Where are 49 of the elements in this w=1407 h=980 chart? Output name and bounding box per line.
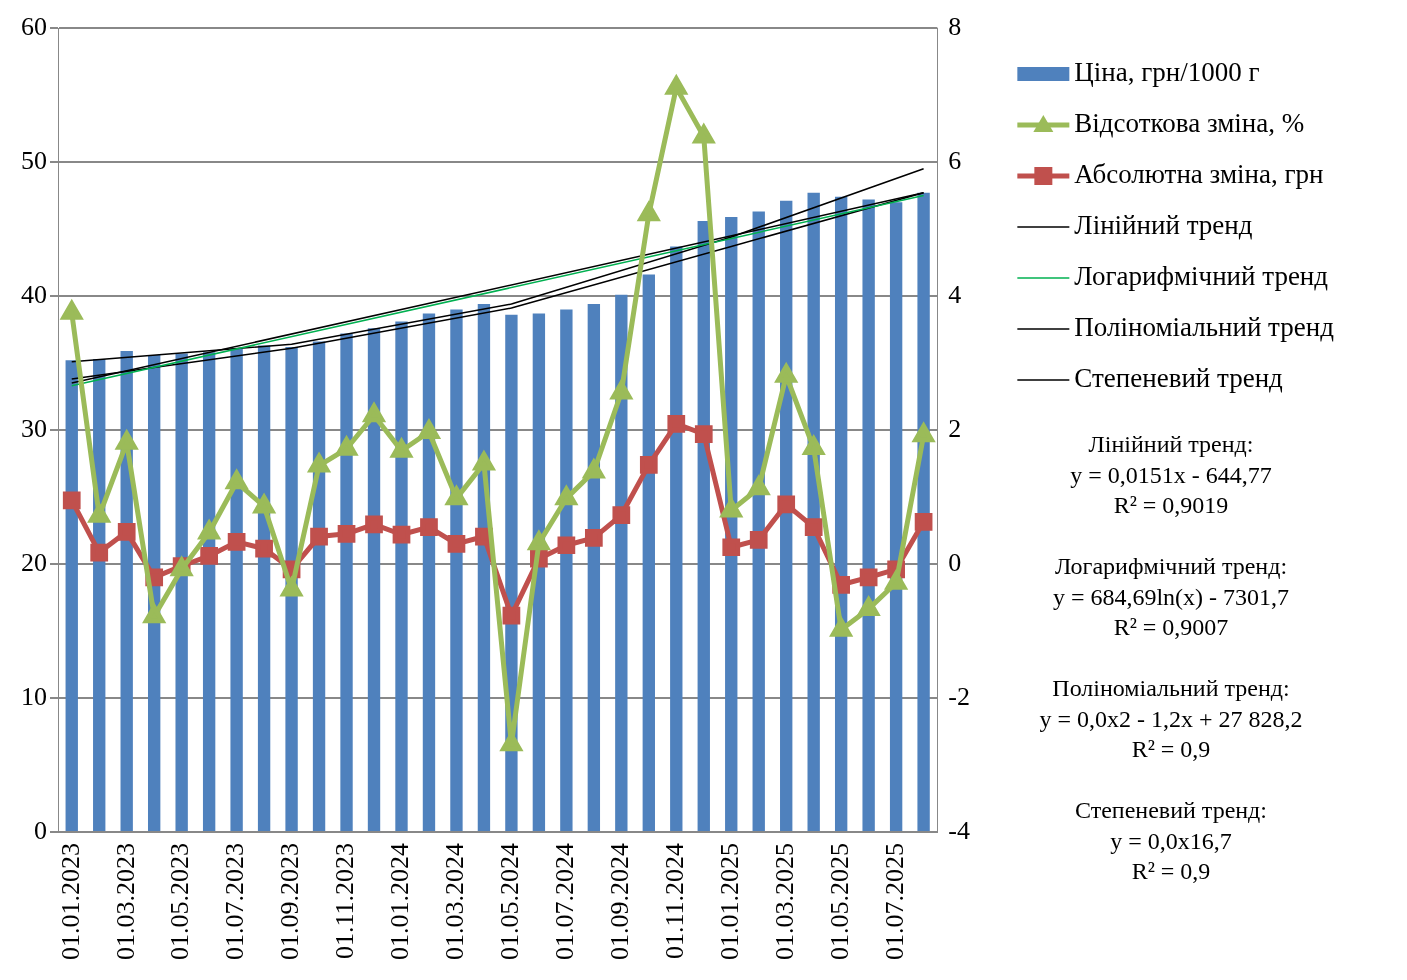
x-tick-label: 01.05.2023 bbox=[165, 843, 195, 960]
legend-label: Абсолютна зміна, грн bbox=[1074, 159, 1324, 190]
x-tick-label: 01.01.2023 bbox=[55, 843, 85, 960]
text: Поліноміальний тренд: bbox=[1052, 675, 1290, 702]
y-tick-label: 10 bbox=[21, 681, 47, 711]
y-tick-label: 20 bbox=[21, 547, 47, 577]
y-tick-label: 50 bbox=[21, 145, 47, 175]
text: y = 0,0151x - 644,77 bbox=[1070, 461, 1272, 488]
legend-label: Ціна, грн/1000 г bbox=[1074, 57, 1260, 88]
text: R² = 0,9 bbox=[1131, 736, 1211, 763]
y2-tick-label: 2 bbox=[948, 413, 962, 443]
y2-tick-label: -2 bbox=[948, 681, 971, 711]
legend-label: Відсоткова зміна, % bbox=[1074, 108, 1305, 139]
text: Лінійний тренд: bbox=[1088, 431, 1254, 458]
legend-label: Лінійний тренд bbox=[1074, 210, 1253, 241]
text: y = 0,0x2 - 1,2x + 27 828,2 bbox=[1039, 705, 1303, 732]
x-tick-label: 01.11.2024 bbox=[660, 843, 690, 960]
x-tick-label: 01.05.2024 bbox=[495, 843, 525, 960]
y-tick-label: 40 bbox=[21, 279, 47, 309]
y-tick-label: 60 bbox=[21, 11, 47, 41]
x-tick-label: 01.01.2025 bbox=[715, 843, 745, 960]
text: R² = 0,9007 bbox=[1113, 614, 1229, 641]
y-tick-label: 0 bbox=[34, 815, 47, 845]
text: Степеневий тренд: bbox=[1075, 797, 1267, 824]
x-tick-label: 01.03.2023 bbox=[110, 843, 140, 960]
x-tick-label: 01.07.2025 bbox=[879, 843, 909, 960]
legend-label: Поліноміальний тренд bbox=[1074, 312, 1335, 343]
x-tick-label: 01.03.2024 bbox=[440, 843, 470, 960]
x-tick-label: 01.09.2023 bbox=[275, 843, 305, 960]
y2-tick-label: 4 bbox=[948, 279, 962, 309]
text: y = 0,0x16,7 bbox=[1110, 827, 1232, 854]
x-tick-label: 01.07.2023 bbox=[220, 843, 250, 960]
y-tick-label: 30 bbox=[21, 413, 47, 443]
legend-label: Степеневий тренд bbox=[1074, 363, 1284, 394]
text: Логарифмічний тренд: bbox=[1054, 553, 1288, 580]
x-tick-label: 01.05.2025 bbox=[824, 843, 854, 960]
x-tick-label: 01.01.2024 bbox=[385, 843, 415, 960]
text: y = 684,69ln(x) - 7301,7 bbox=[1052, 583, 1290, 610]
x-tick-label: 01.09.2024 bbox=[605, 843, 635, 960]
x-tick-label: 01.11.2023 bbox=[330, 843, 360, 960]
legend-label: Логарифмічний тренд bbox=[1074, 261, 1329, 292]
y2-tick-label: 6 bbox=[948, 145, 962, 175]
text: R² = 0,9 bbox=[1131, 858, 1211, 885]
text: R² = 0,9019 bbox=[1113, 492, 1229, 519]
x-tick-label: 01.03.2025 bbox=[770, 843, 800, 960]
x-tick-label: 01.07.2024 bbox=[550, 843, 580, 960]
y2-tick-label: -4 bbox=[948, 815, 971, 845]
y2-tick-label: 0 bbox=[948, 547, 962, 577]
y2-tick-label: 8 bbox=[948, 11, 962, 41]
